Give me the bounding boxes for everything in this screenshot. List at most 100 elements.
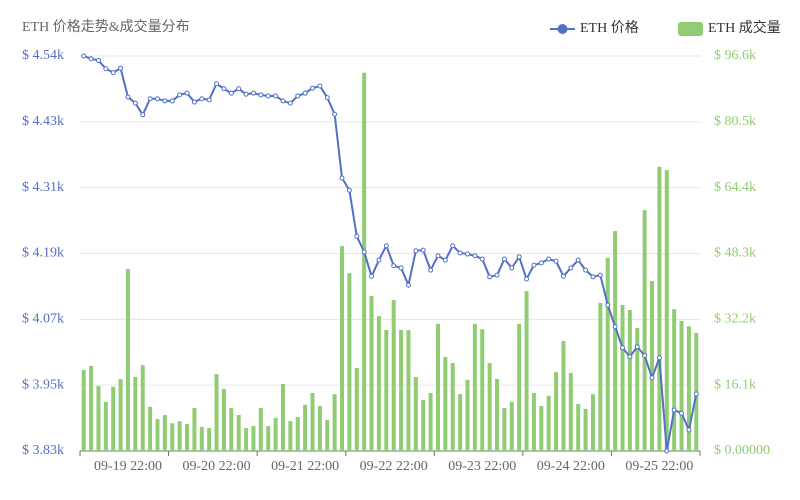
- volume-bar: [266, 426, 271, 451]
- price-point: [509, 265, 515, 271]
- legend-icon: [678, 22, 703, 36]
- price-point: [671, 407, 677, 413]
- price-point: [265, 93, 271, 99]
- volume-bar: [443, 356, 448, 451]
- price-point: [450, 243, 456, 249]
- price-point: [250, 90, 256, 96]
- volume-bar: [295, 417, 300, 451]
- price-point: [413, 248, 419, 254]
- price-point: [686, 427, 692, 433]
- price-point: [605, 302, 611, 308]
- price-point: [236, 86, 242, 92]
- volume-bar: [140, 365, 145, 451]
- volume-bar: [229, 408, 234, 451]
- volume-bar: [620, 305, 625, 451]
- price-point: [302, 90, 308, 96]
- price-point: [258, 92, 264, 98]
- volume-bar: [480, 329, 485, 451]
- price-point: [339, 175, 345, 181]
- volume-bar: [133, 376, 138, 451]
- volume-bar: [288, 421, 293, 451]
- y2-tick-label: $ 32.2k: [714, 312, 756, 327]
- price-point: [575, 257, 581, 263]
- price-point: [494, 272, 500, 278]
- volume-bar: [502, 408, 507, 451]
- volume-bar: [450, 363, 455, 451]
- price-point: [398, 265, 404, 271]
- price-point: [612, 324, 618, 330]
- y2-tick-label: $ 64.4k: [714, 180, 756, 195]
- price-point: [184, 90, 190, 96]
- price-point: [332, 111, 338, 117]
- price-point: [88, 56, 94, 62]
- price-point: [405, 282, 411, 288]
- volume-bar: [177, 421, 182, 451]
- volume-bar: [199, 426, 204, 451]
- volume-bar: [421, 399, 426, 451]
- y2-tick-label: $ 0.00000: [714, 443, 770, 458]
- price-point: [199, 96, 205, 102]
- volume-bar: [627, 309, 632, 451]
- price-point: [169, 98, 175, 104]
- volume-bar: [509, 401, 514, 451]
- legend-icon: [557, 24, 568, 34]
- volume-bar: [487, 363, 492, 451]
- price-point: [191, 99, 197, 105]
- price-point: [649, 375, 655, 381]
- volume-bar: [613, 231, 618, 451]
- volume-bar: [81, 370, 86, 451]
- volume-bar: [546, 395, 551, 451]
- price-point: [354, 233, 360, 239]
- y2-tick-label: $ 48.3k: [714, 246, 756, 261]
- price-point: [206, 97, 212, 103]
- volume-bar: [310, 392, 315, 451]
- volume-bar: [554, 372, 559, 451]
- volume-bar: [539, 406, 544, 451]
- price-point: [546, 256, 552, 262]
- volume-bar: [332, 394, 337, 451]
- x-tick-label: 09-24 22:00: [537, 459, 605, 474]
- volume-bar: [317, 406, 322, 451]
- price-point: [435, 253, 441, 259]
- price-point: [531, 262, 537, 268]
- legend-label: ETH 成交量: [708, 19, 781, 36]
- volume-bar: [576, 403, 581, 451]
- y-tick-label: $ 4.19k: [22, 246, 64, 261]
- volume-bar: [258, 408, 263, 451]
- volume-bar: [406, 329, 411, 451]
- price-point: [118, 65, 124, 71]
- price-point: [310, 85, 315, 91]
- volume-bar: [568, 372, 573, 451]
- x-tick-label: 09-23 22:00: [448, 459, 516, 474]
- volume-bar: [89, 365, 94, 451]
- volume-bar: [583, 408, 588, 451]
- price-point: [627, 354, 633, 360]
- price-point: [560, 273, 566, 279]
- price-point: [324, 95, 330, 101]
- price-point: [457, 250, 463, 256]
- y-tick-label: $ 4.31k: [22, 180, 64, 195]
- volume-bar: [686, 326, 691, 451]
- volume-bar: [214, 374, 219, 451]
- price-point: [553, 258, 559, 264]
- price-point: [125, 94, 131, 100]
- volume-bar: [273, 417, 278, 451]
- volume-bar: [118, 379, 123, 451]
- volume-bar: [207, 428, 212, 451]
- volume-bar: [391, 300, 396, 451]
- volume-bar: [148, 406, 153, 451]
- volume-bar: [598, 302, 603, 451]
- price-point: [214, 81, 220, 87]
- price-point: [642, 353, 648, 359]
- price-point: [538, 260, 544, 266]
- price-point: [376, 257, 382, 263]
- x-tick-label: 09-22 22:00: [360, 459, 428, 474]
- volume-bar: [125, 269, 130, 451]
- price-point: [634, 344, 640, 350]
- price-point: [317, 83, 323, 89]
- volume-bar: [458, 394, 463, 451]
- volume-bar: [354, 367, 359, 451]
- chart-title: ETH 价格走势&成交量分布: [22, 18, 190, 35]
- volume-bar: [325, 419, 330, 451]
- volume-bar: [347, 273, 352, 451]
